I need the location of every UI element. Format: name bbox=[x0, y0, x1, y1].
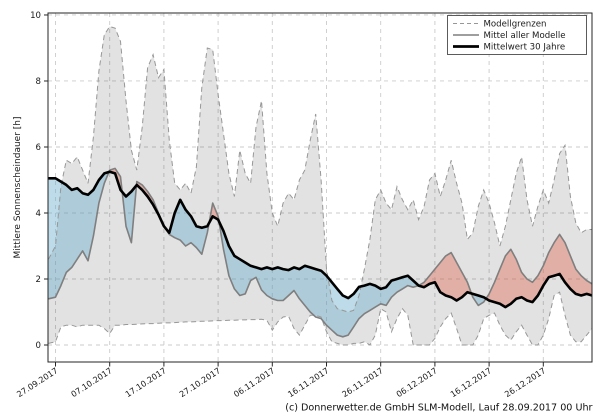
positive-anomaly-band bbox=[418, 252, 472, 301]
legend-label: Mittel aller Modelle bbox=[484, 31, 566, 41]
y-tick-label: 6 bbox=[36, 143, 41, 153]
data-layer bbox=[48, 25, 592, 346]
legend-label: Modellgrenzen bbox=[484, 20, 547, 30]
axes bbox=[44, 12, 593, 367]
x-tick-label: 26.12.2017 bbox=[503, 365, 548, 399]
legend-label: Mittelwert 30 Jahre bbox=[484, 43, 566, 53]
climatology-mean-line bbox=[48, 170, 592, 309]
x-tick-label: 06.12.2017 bbox=[394, 365, 439, 399]
model-envelope-area bbox=[48, 26, 592, 345]
x-tick-label: 16.12.2017 bbox=[448, 365, 493, 399]
x-tick-label: 17.10.2017 bbox=[123, 365, 168, 399]
y-tick-label: 0 bbox=[36, 341, 41, 351]
y-tick-label: 2 bbox=[36, 275, 41, 285]
x-tick-label: 27.10.2017 bbox=[177, 365, 222, 399]
model-mean-line bbox=[48, 167, 592, 338]
model-envelope-lower-bound bbox=[48, 291, 592, 346]
y-tick-label: 4 bbox=[36, 209, 41, 219]
x-tick-label: 07.10.2017 bbox=[69, 365, 114, 399]
y-axis-title: Mittlere Sonnenscheindauer [h] bbox=[13, 117, 23, 259]
y-tick-label: 8 bbox=[36, 77, 41, 87]
source-caption: (c) Donnerwetter.de GmbH SLM-Modell, Lau… bbox=[285, 403, 592, 414]
negative-anomaly-band bbox=[122, 185, 137, 243]
plot-border bbox=[47, 12, 593, 363]
model-envelope-upper-bound bbox=[48, 25, 592, 313]
negative-anomaly-band bbox=[218, 221, 419, 337]
x-tick-label: 26.11.2017 bbox=[340, 365, 385, 399]
x-tick-label: 27.09.2017 bbox=[15, 365, 60, 399]
y-tick-label: 10 bbox=[30, 11, 41, 21]
x-tick-label: 06.11.2017 bbox=[232, 365, 277, 399]
x-tick-label: 16.11.2017 bbox=[286, 365, 331, 399]
negative-anomaly-band bbox=[48, 172, 109, 299]
